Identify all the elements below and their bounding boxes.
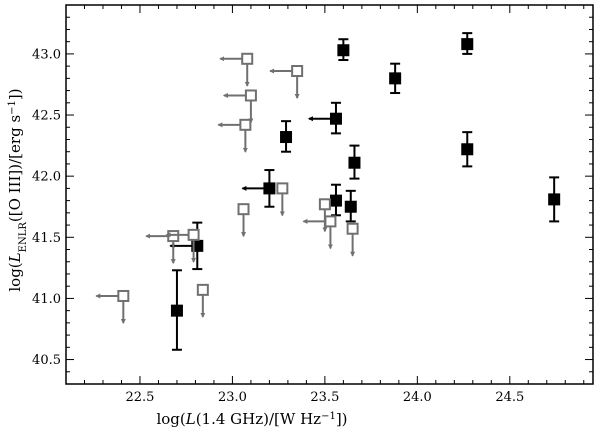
upper-limit-point	[324, 215, 337, 228]
upper-limit-point	[187, 228, 200, 241]
detection-point	[337, 44, 350, 57]
detection-point	[461, 143, 474, 156]
detection-point	[263, 182, 276, 195]
x-tick-label: 23.0	[218, 390, 247, 405]
detection-point	[329, 194, 342, 207]
axes: 22.5 23.0 23.5 24.0 24.5 40.5 41.0 41.5 42.0 42.5…	[32, 4, 593, 405]
detection-point	[348, 156, 361, 169]
upper-limit-point	[291, 65, 304, 78]
x-tick-label: 22.5	[125, 390, 154, 405]
upper-limit-point	[276, 182, 289, 195]
y-tick-label: 41.0	[32, 292, 61, 307]
detection-point	[280, 131, 293, 144]
detection-point	[389, 72, 402, 85]
detection-point	[170, 304, 183, 317]
upper-limit-point	[239, 118, 252, 131]
upper-limit-point	[244, 89, 257, 102]
y-tick-label: 42.5	[32, 109, 61, 124]
y-tick-label: 43.0	[32, 47, 61, 62]
upper-limit-point	[237, 203, 250, 216]
upper-limit-point	[117, 289, 130, 302]
x-tick-label: 23.5	[310, 390, 339, 405]
upper-limit-point	[346, 222, 359, 235]
x-axis-label: log(L(1.4 GHz)/[W Hz−1])	[156, 410, 347, 428]
y-tick-label: 42.0	[32, 170, 61, 185]
upper-limit-point	[196, 283, 209, 296]
y-tick-label: 41.5	[32, 231, 61, 246]
detection-point	[548, 193, 561, 206]
upper-limit-point	[241, 52, 254, 65]
plot-area	[65, 4, 594, 385]
upper-limit-point	[318, 198, 331, 211]
x-tick-label: 24.5	[495, 390, 524, 405]
detection-point	[461, 38, 474, 51]
detection-point	[329, 112, 342, 125]
y-tick-label: 40.5	[32, 353, 61, 368]
y-axis-label: log(LENLR([O III])/[erg s−1])	[6, 88, 29, 291]
data-marks	[95, 32, 561, 351]
detection-point	[344, 200, 357, 213]
upper-limit-point	[167, 230, 180, 243]
plot-frame	[65, 4, 594, 385]
x-tick-label: 24.0	[403, 390, 432, 405]
